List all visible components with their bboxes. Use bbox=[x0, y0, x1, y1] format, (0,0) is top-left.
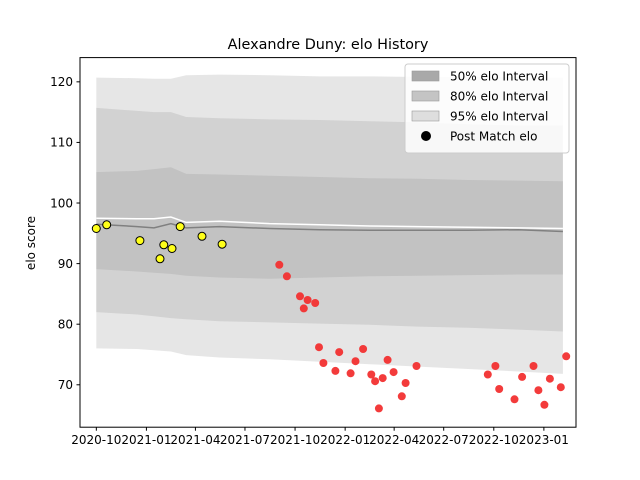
data-point-s1-23 bbox=[491, 362, 500, 370]
data-point-s0-4 bbox=[159, 240, 169, 250]
x-tick-label-5: 2022-01 bbox=[320, 433, 370, 447]
legend: 50% elo Interval 80% elo Interval 95% elo … bbox=[404, 63, 570, 154]
x-tick-label-0: 2020-10 bbox=[71, 433, 121, 447]
data-point-s1-8 bbox=[331, 366, 340, 375]
y-axis-title: elo score bbox=[24, 216, 38, 270]
legend-label-3: Post Match elo bbox=[450, 129, 537, 143]
median-elo-line bbox=[96, 222, 563, 233]
data-point-s0-2 bbox=[135, 236, 145, 246]
data-point-s1-26 bbox=[518, 372, 527, 381]
y-tick-label-1: 80 bbox=[58, 317, 73, 331]
data-point-s1-17 bbox=[383, 355, 392, 364]
band-50-interval bbox=[96, 167, 563, 279]
y-tick-label-5: 120 bbox=[50, 75, 73, 89]
data-point-s1-10 bbox=[346, 369, 355, 378]
data-point-s1-11 bbox=[351, 357, 360, 366]
y-axis: 70 80 90 100 110 120 bbox=[50, 75, 80, 392]
data-point-s1-28 bbox=[534, 386, 543, 395]
y-tick-label-4: 110 bbox=[50, 136, 73, 150]
legend-swatch-2 bbox=[411, 110, 440, 122]
data-point-s0-5 bbox=[167, 244, 177, 253]
y-tick-label-0: 70 bbox=[58, 378, 73, 392]
data-point-s1-2 bbox=[296, 292, 304, 301]
x-tick-label-2: 2021-04 bbox=[170, 433, 220, 447]
x-tick-label-8: 2022-10 bbox=[469, 433, 519, 447]
x-tick-label-1: 2021-01 bbox=[121, 433, 171, 447]
data-point-s1-24 bbox=[495, 385, 504, 393]
data-point-s1-31 bbox=[556, 383, 565, 392]
axes-frame bbox=[79, 57, 577, 428]
y-tick-label-3: 100 bbox=[50, 196, 73, 210]
data-point-s1-12 bbox=[359, 345, 368, 353]
data-point-s1-20 bbox=[401, 379, 410, 387]
y-tick-label-2: 90 bbox=[58, 257, 73, 271]
legend-label-2: 95% elo Interval bbox=[450, 109, 548, 123]
legend-label-1: 80% elo Interval bbox=[450, 89, 548, 103]
legend-swatch-0 bbox=[411, 70, 440, 82]
legend-swatch-1 bbox=[411, 90, 440, 102]
data-point-s0-7 bbox=[197, 231, 207, 241]
data-point-s1-6 bbox=[315, 343, 323, 352]
x-tick-label-3: 2021-07 bbox=[220, 433, 270, 447]
data-point-s0-6 bbox=[175, 222, 185, 232]
legend-label-0: 50% elo Interval bbox=[450, 69, 548, 83]
data-point-s1-25 bbox=[510, 395, 519, 404]
data-point-s1-3 bbox=[299, 304, 308, 313]
data-point-s1-13 bbox=[367, 370, 376, 379]
data-point-s0-1 bbox=[102, 220, 112, 230]
x-tick-label-6: 2022-04 bbox=[369, 433, 419, 447]
data-point-s0-3 bbox=[155, 254, 165, 264]
chart-title: Alexandre Duny: elo History bbox=[228, 37, 429, 53]
data-point-s1-22 bbox=[483, 370, 492, 379]
data-point-s0-0 bbox=[91, 224, 101, 233]
data-point-s1-19 bbox=[397, 392, 406, 401]
data-point-s1-16 bbox=[378, 374, 387, 383]
data-point-s1-29 bbox=[540, 400, 549, 409]
data-point-s1-27 bbox=[529, 362, 538, 370]
data-point-s1-0 bbox=[275, 260, 284, 269]
data-point-s1-14 bbox=[371, 377, 380, 386]
legend-marker-3 bbox=[421, 131, 431, 141]
x-tick-label-4: 2021-10 bbox=[270, 433, 320, 447]
mean-elo-line bbox=[96, 216, 563, 230]
data-point-s1-9 bbox=[335, 348, 344, 357]
data-point-s1-5 bbox=[311, 299, 320, 307]
data-point-s1-7 bbox=[319, 359, 328, 367]
data-point-s1-18 bbox=[389, 368, 398, 377]
x-tick-label-7: 2022-07 bbox=[419, 433, 469, 447]
band-80-interval bbox=[96, 107, 563, 332]
data-point-s1-4 bbox=[303, 296, 312, 304]
data-point-s0-8 bbox=[217, 239, 227, 249]
x-tick-label-9: 2023-01 bbox=[519, 433, 569, 447]
data-point-s1-15 bbox=[374, 404, 383, 413]
data-point-s1-21 bbox=[412, 362, 421, 370]
data-point-s1-30 bbox=[545, 374, 554, 383]
legend-box bbox=[404, 63, 570, 154]
data-point-s1-1 bbox=[282, 272, 291, 281]
data-point-s1-32 bbox=[562, 352, 571, 361]
